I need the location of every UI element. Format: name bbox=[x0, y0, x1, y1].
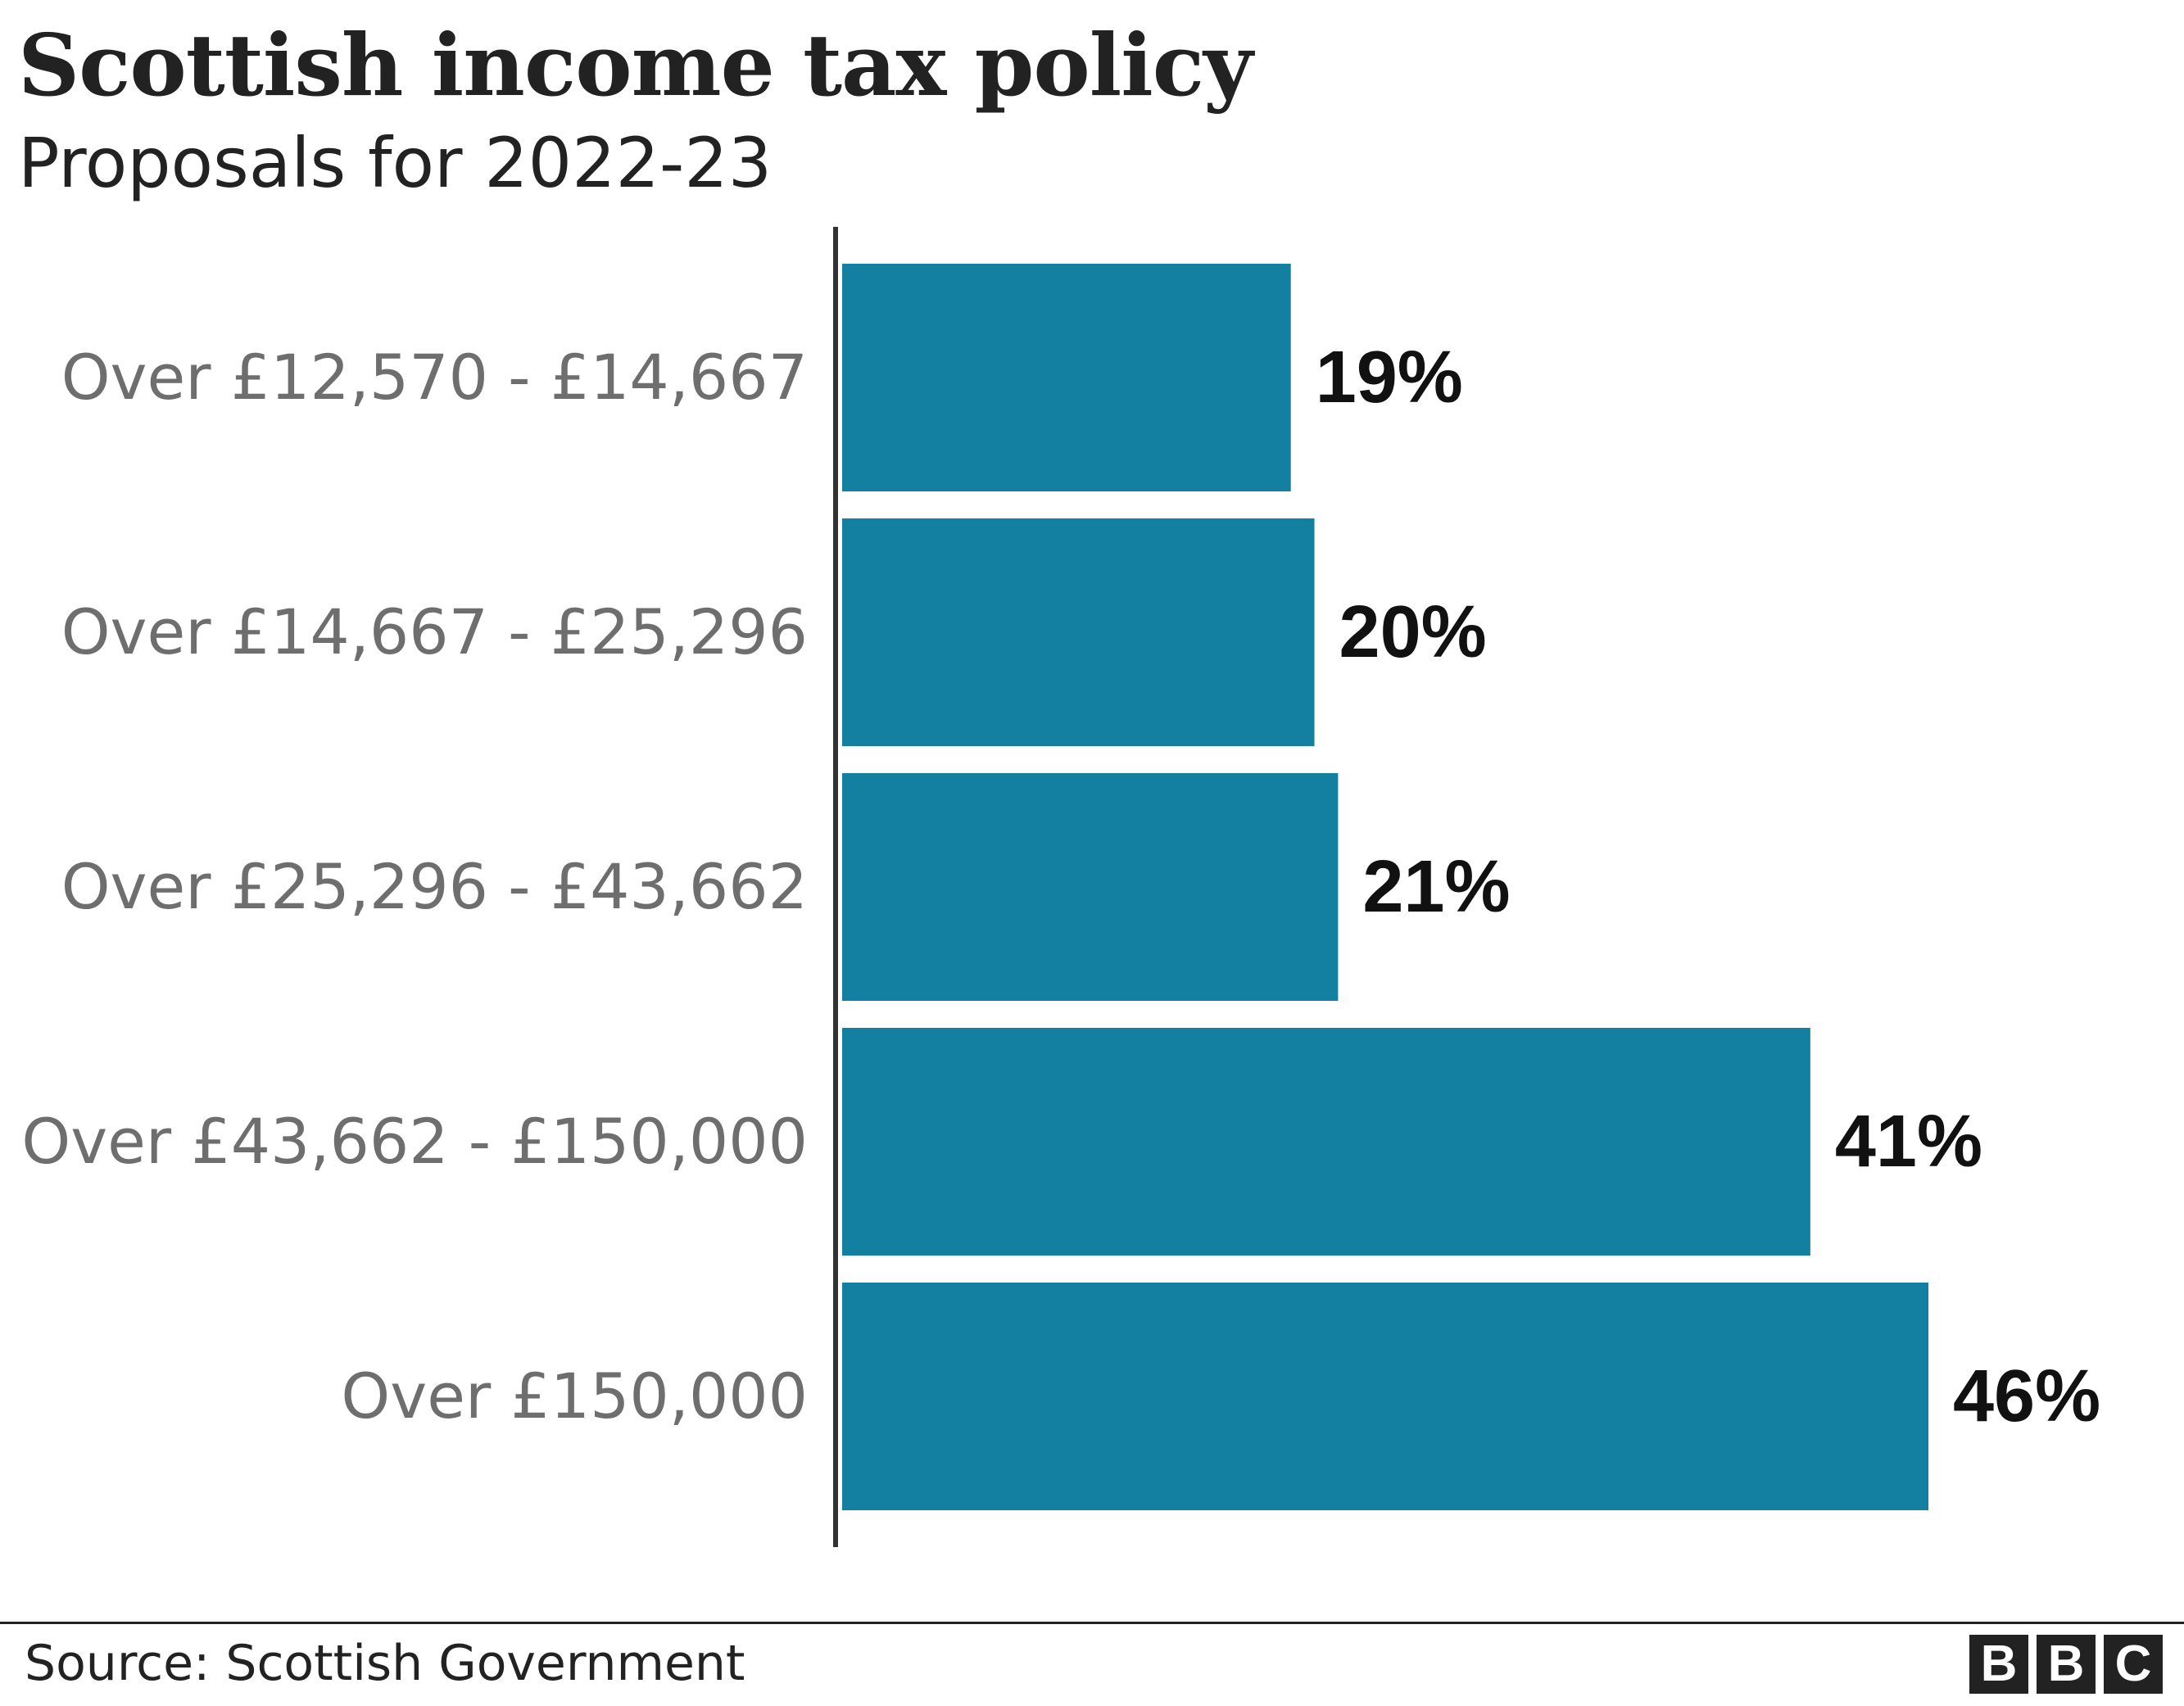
category-label-5: Over £150,000 bbox=[341, 1360, 808, 1432]
value-label-4: 41% bbox=[1835, 1101, 1982, 1183]
bar-2 bbox=[842, 518, 1315, 746]
category-label-1: Over £12,570 - £14,667 bbox=[61, 341, 808, 414]
value-label-5: 46% bbox=[1953, 1355, 2100, 1437]
value-label-2: 20% bbox=[1339, 591, 1487, 673]
bar-chart: Over £12,570 - £14,667 19% Over £14,667 - … bbox=[21, 227, 2100, 1547]
value-label-3: 21% bbox=[1362, 846, 1510, 928]
chart-subtitle: Proposals for 2022-23 bbox=[18, 123, 773, 203]
chart-title: Scottish income tax policy bbox=[18, 15, 1253, 115]
source-note: Source: Scottish Government bbox=[25, 1635, 745, 1692]
bbc-logo-letter-1: B bbox=[1969, 1635, 2028, 1694]
category-label-4: Over £43,662 - £150,000 bbox=[21, 1105, 808, 1178]
bar-4 bbox=[842, 1028, 1810, 1256]
category-label-2: Over £14,667 - £25,296 bbox=[61, 595, 808, 668]
category-label-3: Over £25,296 - £43,662 bbox=[61, 850, 808, 923]
bbc-logo: B B C bbox=[1969, 1635, 2163, 1694]
bbc-logo-letter-2: B bbox=[2037, 1635, 2096, 1694]
bar-5 bbox=[842, 1283, 1928, 1510]
bar-1 bbox=[842, 264, 1291, 491]
bbc-logo-letter-3: C bbox=[2104, 1635, 2163, 1694]
footer-divider bbox=[0, 1622, 2184, 1624]
bar-3 bbox=[842, 773, 1339, 1001]
value-label-1: 19% bbox=[1316, 337, 1463, 419]
